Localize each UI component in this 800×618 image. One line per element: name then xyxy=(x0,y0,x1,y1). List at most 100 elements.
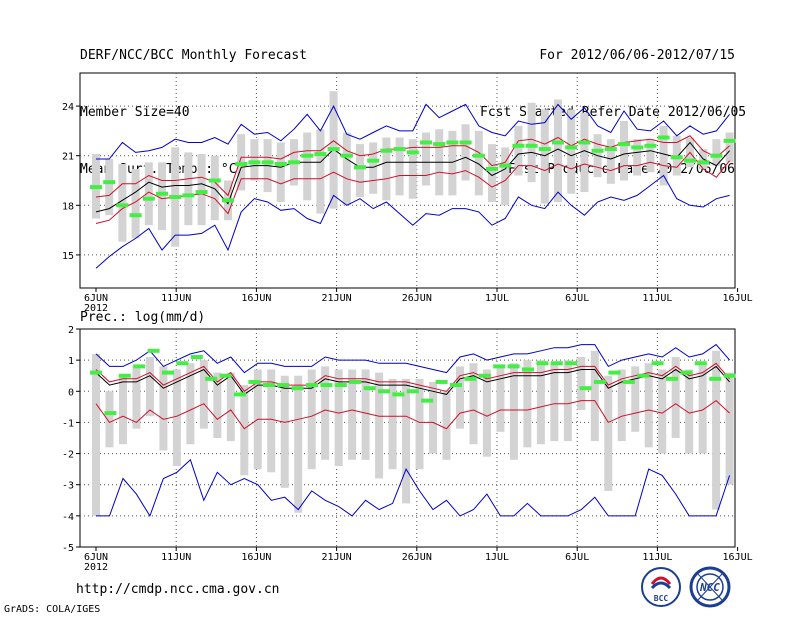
precipitation-xtick-label: 6JUN xyxy=(84,552,108,563)
precipitation-spread-bar xyxy=(536,360,545,445)
temperature-spread-bar xyxy=(369,142,378,194)
temperature-spread-bar xyxy=(356,144,364,198)
temperature-spread-bar xyxy=(646,139,655,173)
temperature-spread-bar xyxy=(448,130,457,196)
precipitation-xtick-label: 11JUN xyxy=(161,552,191,563)
temperature-spread-bar xyxy=(620,120,628,181)
precipitation-spread-bar xyxy=(698,363,707,454)
precipitation-spread-bar xyxy=(105,391,114,448)
precipitation-min-line xyxy=(96,458,731,518)
precipitation-spread-bar xyxy=(671,357,680,438)
precipitation-spread-bar xyxy=(321,366,330,460)
precipitation-xtick-label: 6JUL xyxy=(565,552,589,563)
precipitation-ytick-label: -4 xyxy=(62,512,74,523)
precipitation-spread-bar xyxy=(631,366,640,432)
temperature-spread-bar xyxy=(580,112,589,193)
temperature-ytick-label: 24 xyxy=(62,102,74,113)
member-size: Member Size=40 xyxy=(80,105,190,120)
temperature-xtick-label: 11JUL xyxy=(642,293,672,304)
precipitation-spread-bar xyxy=(280,375,289,488)
precipitation-spread-bar xyxy=(294,375,303,513)
temperature-spread-bar xyxy=(422,132,430,186)
precipitation-spread-bar xyxy=(361,369,370,460)
temperature-max-line xyxy=(96,103,730,160)
precipitation-spread-bar xyxy=(712,350,721,510)
precipitation-ytick-label: -5 xyxy=(62,543,74,554)
ncc-logo-text: NCC xyxy=(699,581,720,594)
precipitation-ytick-label: -1 xyxy=(62,418,74,429)
temperature-spread-bar xyxy=(501,147,510,206)
temperature-spread-bar xyxy=(395,137,404,196)
precipitation-spread-bar xyxy=(132,366,141,429)
precipitation-spread-bar xyxy=(455,366,464,429)
temperature-xtick-label: 16JUL xyxy=(723,293,753,304)
precipitation-spread-bar xyxy=(550,363,559,442)
temperature-spread-bar xyxy=(197,154,206,226)
precipitation-ytick-label: 0 xyxy=(68,387,74,398)
temperature-xtick-label: 6JUN xyxy=(84,293,108,304)
precipitation-xtick-label: 2012 xyxy=(84,562,108,573)
temperature-spread-bar xyxy=(250,139,259,181)
temperature-ytick-label: 18 xyxy=(62,201,74,212)
temperature-spread-bar xyxy=(105,159,114,216)
temperature-spread-bar xyxy=(488,144,496,202)
temperature-xtick-label: 16JUN xyxy=(241,293,271,304)
temperature-spread-bar xyxy=(303,132,312,201)
temperature-spread-bar xyxy=(118,163,127,242)
temperature-spread-bar xyxy=(276,142,285,202)
temperature-spread-bar xyxy=(342,132,351,206)
forecast-period: For 2012/06/06-2012/07/15 xyxy=(539,48,735,63)
temperature-xtick-label: 11JUN xyxy=(161,293,191,304)
precipitation-ytick-label: -2 xyxy=(62,450,74,461)
website-url[interactable]: http://cmdp.ncc.cma.gov.cn xyxy=(76,582,280,597)
precipitation-spread-bar xyxy=(145,357,154,417)
precipitation-spread-bar xyxy=(375,372,384,479)
temperature-spread-bar xyxy=(184,152,193,226)
precipitation-spread-bar xyxy=(186,363,195,445)
temperature-spread-bar xyxy=(554,99,562,202)
precipitation-ytick-label: -3 xyxy=(62,481,74,492)
temperature-spread-bar xyxy=(606,139,615,184)
precipitation-spread-bar xyxy=(644,363,653,448)
precipitation-spread-bar xyxy=(590,350,599,442)
precipitation-xtick-label: 1JUL xyxy=(485,552,509,563)
precipitation-spread-bar xyxy=(523,360,532,448)
precipitation-xtick-label: 16JUL xyxy=(723,552,753,563)
precipitation-spread-bar xyxy=(658,369,667,454)
precipitation-xtick-label: 21JUN xyxy=(322,552,352,563)
precipitation-xtick-label: 26JUN xyxy=(402,552,432,563)
precipitation-spread-bar xyxy=(199,360,208,429)
precipitation-spread-bar xyxy=(388,378,397,470)
temperature-spread-bar xyxy=(316,129,325,214)
temperature-spread-bar xyxy=(540,109,549,204)
temperature-spread-bar xyxy=(461,124,470,181)
temperature-spread-bar xyxy=(659,125,668,186)
precipitation-spread-bar xyxy=(267,369,276,473)
precipitation-spread-bar xyxy=(307,369,316,470)
temperature-spread-bar xyxy=(712,139,721,166)
precipitation-spread-bar xyxy=(402,378,411,504)
temperature-spread-bar xyxy=(514,125,523,176)
temperature-spread-bar xyxy=(210,155,219,221)
temperature-spread-bar xyxy=(567,109,576,194)
temperature-spread-bar xyxy=(633,139,642,176)
precipitation-spread-bar xyxy=(725,372,734,485)
grads-credit: GrADS: COLA/IGES xyxy=(4,604,101,615)
bcc-logo-text: BCC xyxy=(654,594,669,603)
precipitation-spread-bar xyxy=(92,353,100,516)
temperature-mean-line xyxy=(95,141,730,213)
precipitation-spread-bar xyxy=(442,391,451,460)
temperature-ytick-label: 21 xyxy=(62,152,74,163)
precipitation-xtick-label: 11JUL xyxy=(642,552,672,563)
precipitation-ytick-label: 1 xyxy=(68,356,74,367)
precipitation-spread-bar xyxy=(469,363,478,445)
precipitation-spread-bar xyxy=(617,369,626,442)
temperature-spread-bar xyxy=(131,168,140,239)
precipitation-spread-bar xyxy=(226,372,235,442)
precipitation-spread-bar xyxy=(563,360,572,442)
temperature-xtick-label: 2012 xyxy=(84,303,108,314)
precipitation-xtick-label: 16JUN xyxy=(241,552,271,563)
precipitation-spread-bar xyxy=(118,375,127,445)
